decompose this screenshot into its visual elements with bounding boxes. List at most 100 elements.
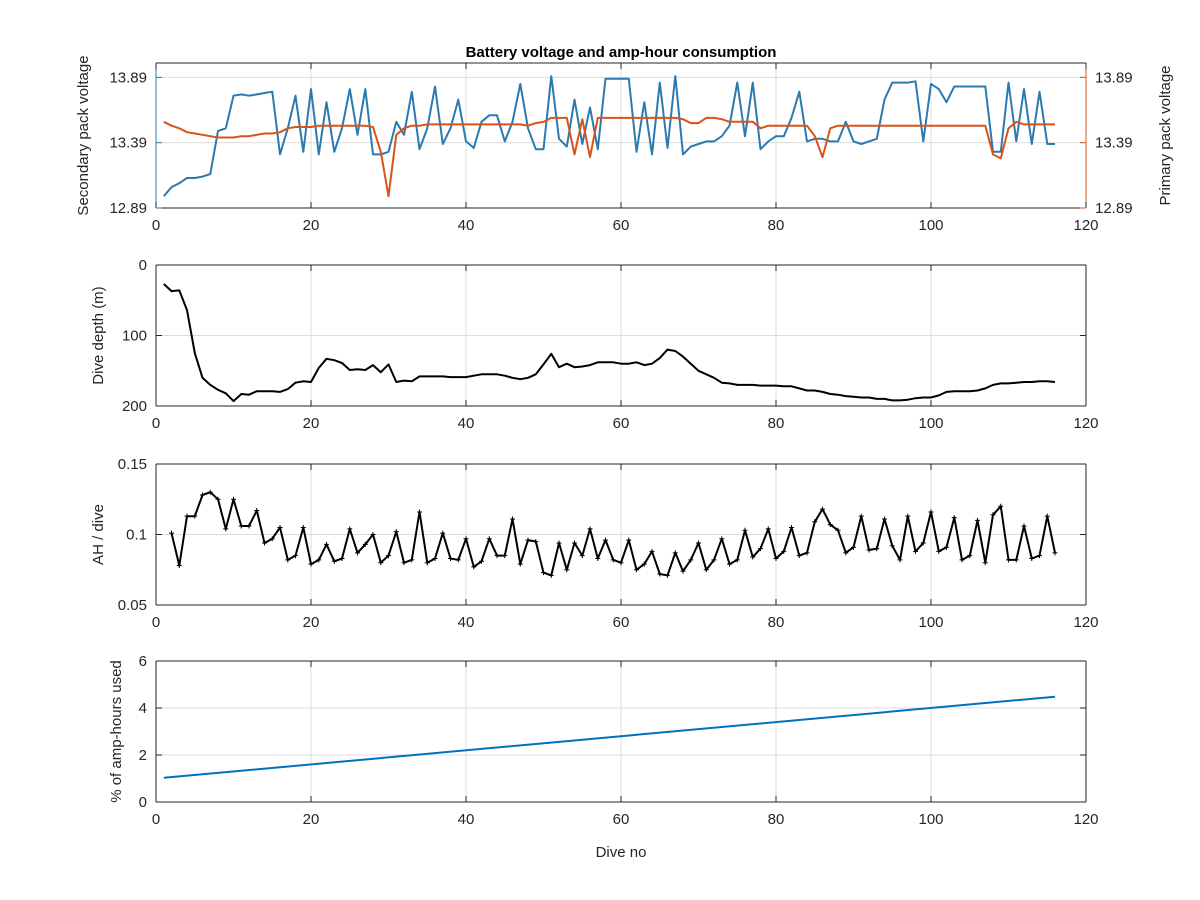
depth-panel: 0 20 40 60 80 100 120 0 100 200 Dive depth (m) (90, 257, 1099, 432)
x-tick-label: 100 (918, 217, 943, 234)
data-point-marker (192, 513, 198, 519)
x-tick-label: 0 (152, 811, 160, 828)
data-point-marker (401, 560, 407, 566)
data-point-marker (874, 546, 880, 552)
series-line-main (163, 283, 1056, 403)
data-point-marker (262, 540, 267, 546)
x-tick-label: 100 (918, 415, 943, 432)
data-point-marker (231, 496, 236, 502)
data-point-marker (324, 541, 329, 547)
data-point-marker (386, 553, 391, 559)
data-point-marker (982, 560, 988, 566)
data-point-marker (618, 560, 624, 566)
data-point-marker (1029, 555, 1035, 561)
voltage-panel: 0 20 40 60 80 100 12012.8913.3913.8912.8913.39… (75, 44, 1174, 234)
data-point-marker (494, 553, 500, 559)
data-point-marker (1021, 523, 1027, 529)
data-point-marker (409, 557, 415, 563)
data-point-marker (610, 557, 616, 563)
data-point-marker (711, 557, 717, 563)
x-tick-label: 120 (1073, 415, 1098, 432)
data-point-marker (200, 492, 205, 498)
y-tick-label: 6 (139, 653, 147, 670)
data-point-marker (758, 546, 763, 552)
data-point-marker (479, 558, 484, 564)
data-point-marker (789, 524, 794, 530)
y-tick-label: 100 (122, 328, 147, 345)
y-tick-label: 0.15 (118, 456, 147, 473)
data-point-marker (378, 560, 384, 566)
x-tick-label: 40 (458, 811, 475, 828)
data-point-marker (308, 561, 314, 567)
data-point-marker (300, 524, 306, 530)
data-point-marker (541, 570, 546, 576)
x-tick-label: 40 (458, 415, 475, 432)
data-point-marker (696, 540, 701, 546)
data-point-marker (603, 537, 608, 543)
data-point-marker (587, 526, 593, 532)
data-point-marker (796, 553, 802, 559)
y-tick-label: 200 (122, 398, 147, 415)
data-point-marker (424, 560, 430, 566)
y-tick-label: 13.89 (109, 69, 147, 86)
data-point-marker (944, 544, 949, 550)
x-tick-label: 80 (768, 415, 785, 432)
data-point-marker (936, 548, 942, 554)
data-point-marker (510, 516, 515, 522)
data-point-marker (626, 537, 632, 543)
data-point-marker (417, 509, 422, 515)
x-tick-label: 80 (768, 811, 785, 828)
x-tick-label: 60 (613, 217, 630, 234)
data-point-marker (734, 557, 740, 563)
x-tick-label: 0 (152, 614, 160, 631)
x-axis-label: Dive no (596, 844, 647, 861)
data-point-marker (719, 536, 725, 542)
x-tick-label: 60 (613, 415, 630, 432)
data-point-marker (820, 506, 825, 512)
y-axis-label-right: Primary pack voltage (1157, 65, 1174, 205)
data-point-marker (688, 557, 694, 563)
y-tick-label: 0.05 (118, 597, 147, 614)
data-point-marker (207, 489, 213, 495)
data-point-marker (727, 561, 732, 567)
amp-hours-used-panel: 0 20 40 60 80 100 120 0 2 4 6 % of amp-hours used Di… (108, 653, 1099, 861)
data-point-marker (765, 526, 771, 532)
data-point-marker (432, 555, 438, 561)
data-point-marker (525, 537, 531, 543)
y-tick-label: 4 (139, 700, 147, 717)
x-tick-label: 60 (613, 811, 630, 828)
x-tick-label: 0 (152, 415, 160, 432)
data-point-marker (665, 572, 670, 578)
y-axis-label: % of amp-hours used (108, 660, 125, 803)
data-point-marker (680, 568, 686, 574)
x-tick-label: 100 (918, 811, 943, 828)
data-point-marker (851, 544, 856, 550)
x-tick-label: 20 (303, 415, 320, 432)
data-point-marker (928, 509, 934, 515)
x-tick-label: 40 (458, 217, 475, 234)
series-line-left (163, 75, 1055, 197)
data-point-marker (339, 555, 345, 561)
y-tick-label-right: 13.89 (1095, 69, 1133, 86)
data-point-marker (835, 527, 841, 533)
data-point-marker (750, 554, 756, 560)
y-tick-label: 2 (139, 747, 147, 764)
data-point-marker (533, 539, 539, 545)
data-point-marker (455, 557, 461, 563)
data-point-marker (866, 547, 872, 553)
x-tick-label: 0 (152, 217, 160, 234)
data-point-marker (672, 550, 678, 556)
data-point-marker (254, 508, 260, 514)
chart-title: Battery voltage and amp-hour consumption (466, 44, 777, 61)
x-tick-label: 20 (303, 614, 320, 631)
data-point-marker (657, 571, 663, 577)
x-tick-label: 120 (1073, 217, 1098, 234)
x-tick-label: 120 (1073, 614, 1098, 631)
y-tick-label: 0 (139, 794, 147, 811)
y-axis-label-left: Secondary pack voltage (75, 55, 92, 215)
data-point-marker (827, 522, 833, 528)
data-point-marker (355, 550, 360, 556)
data-point-marker (486, 536, 492, 542)
data-point-marker (889, 543, 895, 549)
data-point-marker (277, 524, 283, 530)
